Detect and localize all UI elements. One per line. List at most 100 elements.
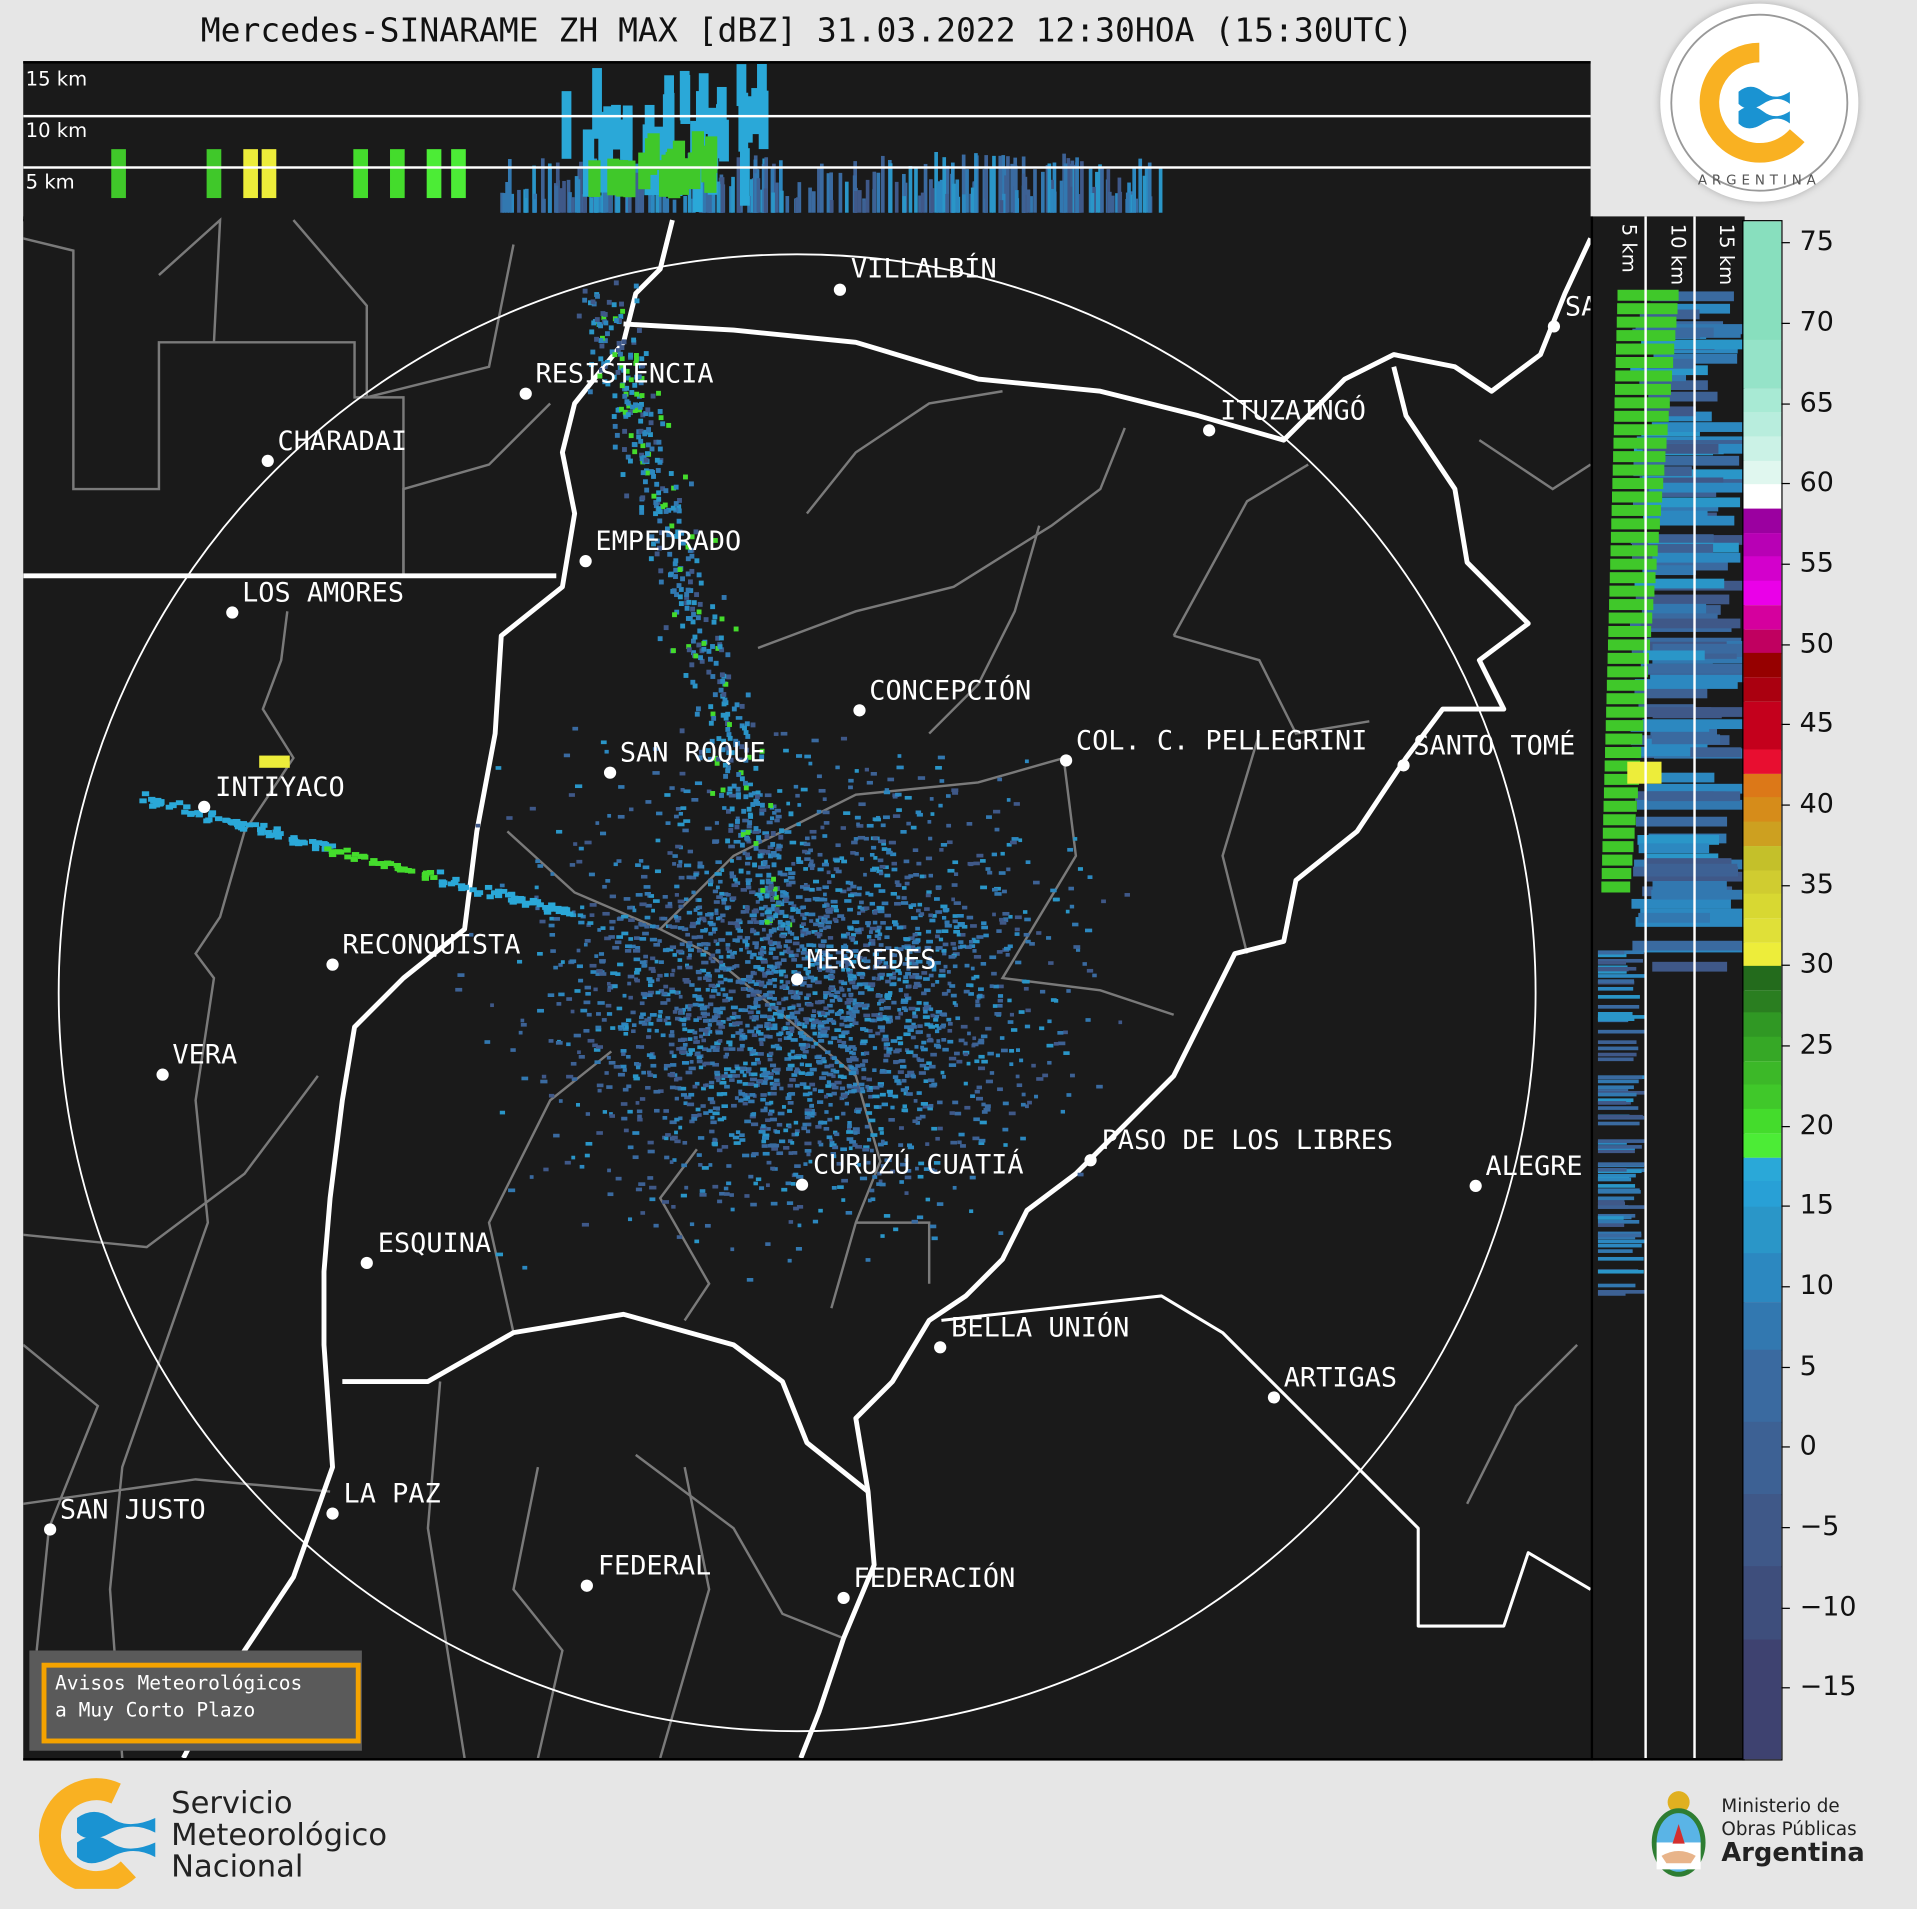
echo-pixel [880, 921, 886, 925]
echo-pixel [806, 993, 811, 998]
echo-pixel [827, 956, 832, 961]
echo-pixel [634, 970, 640, 975]
echo-pixel [746, 1278, 754, 1282]
echo-pixel [808, 761, 813, 766]
colorbar-tick [1781, 322, 1790, 325]
echo-pixel [710, 989, 718, 993]
echo-row [1614, 397, 1670, 409]
echo-pixel [873, 817, 881, 822]
echo-pixel [777, 1038, 782, 1042]
echo-pixel [735, 816, 740, 821]
echo-pixel [623, 1128, 629, 1133]
echo-pixel [745, 856, 752, 860]
radar-map[interactable]: VILLALBÍN RESISTENCIA CHARADAI ITUZAINGÓ EMP… [23, 216, 1591, 1761]
echo-pixel [630, 404, 635, 410]
echo-pixel [664, 793, 671, 797]
echo-pixel [848, 778, 854, 783]
echo-pixel [535, 906, 540, 911]
colorbar-bin [1743, 1422, 1782, 1496]
echo-pixel [723, 1047, 729, 1051]
echo-pixel [725, 726, 731, 732]
echo-pixel [675, 1076, 683, 1081]
echo-pixel [660, 916, 668, 921]
echo-pixel [730, 1074, 737, 1078]
echo-pixel [657, 518, 663, 524]
echo-pixel [839, 963, 844, 967]
echo-pixel [701, 960, 709, 965]
echo-pixel [896, 765, 904, 770]
colorbar-tick-label: 50 [1799, 628, 1834, 660]
echo-column [811, 191, 816, 213]
echo-pixel [1053, 1041, 1059, 1046]
echo-pixel [700, 952, 707, 957]
echo-pixel [675, 807, 681, 811]
echo-pixel [763, 904, 768, 909]
echo-pixel [854, 815, 861, 820]
echo-pixel [1008, 1111, 1016, 1116]
echo-pixel [175, 800, 184, 806]
echo-pixel [608, 935, 615, 939]
echo-pixel [787, 1258, 792, 1263]
colorbar-tick [1781, 1446, 1790, 1448]
echo-pixel [791, 904, 797, 910]
echo-pixel [869, 1018, 875, 1023]
echo-pixel [709, 738, 715, 744]
echo-pixel [725, 768, 731, 774]
echo-pixel [821, 1059, 827, 1064]
echo-pixel [876, 961, 881, 965]
city-label: VILLALBÍN [850, 254, 997, 285]
echo-pixel [916, 1030, 921, 1035]
echo-pixel [875, 928, 881, 933]
echo-pixel [957, 921, 965, 926]
echo-pixel [673, 558, 679, 564]
echo-column [582, 129, 593, 197]
echo-pixel [1070, 1073, 1075, 1078]
echo-pixel [1020, 1102, 1026, 1107]
echo-pixel [726, 954, 733, 959]
echo-pixel [148, 796, 156, 802]
echo-column [984, 155, 989, 213]
echo-pixel [622, 1068, 627, 1072]
avisos-frame[interactable]: Avisos Meteorológicos a Muy Corto Plazo [41, 1662, 361, 1744]
echo-row [1602, 827, 1635, 839]
echo-row [1646, 603, 1707, 614]
echo-pixel [754, 1057, 760, 1062]
echo-column [902, 196, 907, 213]
echo-pixel [825, 920, 832, 925]
echo-pixel [886, 973, 893, 977]
echo-pixel [595, 1025, 602, 1030]
echo-pixel [906, 967, 911, 971]
echo-pixel [764, 834, 770, 839]
echo-pixel [793, 992, 800, 997]
echo-pixel [889, 975, 897, 980]
echo-pixel [911, 1074, 916, 1079]
echo-pixel [860, 1039, 868, 1044]
echo-pixel [744, 721, 750, 727]
echo-pixel [751, 1152, 759, 1156]
avisos-overlay[interactable]: Avisos Meteorológicos a Muy Corto Plazo [29, 1650, 362, 1751]
echo-row [1597, 979, 1635, 983]
echo-pixel [781, 1187, 788, 1192]
echo-pixel [772, 811, 777, 815]
echo-pixel [674, 893, 679, 897]
echo-pixel [726, 750, 732, 756]
echo-pixel [820, 1030, 828, 1034]
echo-pixel [802, 927, 809, 932]
echo-pixel [666, 422, 672, 428]
echo-pixel [656, 977, 660, 982]
echo-pixel [787, 930, 793, 935]
echo-pixel [553, 917, 561, 921]
echo-pixel [681, 1022, 687, 1027]
echo-pixel [657, 973, 663, 978]
echo-pixel [811, 930, 818, 934]
echo-pixel [756, 1010, 761, 1015]
echo-pixel [796, 754, 803, 758]
echo-pixel [585, 1112, 591, 1116]
echo-pixel [829, 1137, 833, 1142]
echo-pixel [549, 916, 554, 921]
echo-column [1118, 191, 1123, 213]
echo-pixel [654, 869, 661, 874]
echo-pixel [658, 960, 664, 964]
echo-pixel [682, 828, 689, 833]
echo-pixel [868, 1118, 876, 1123]
